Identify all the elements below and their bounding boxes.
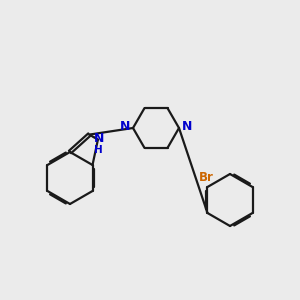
Text: N: N [94, 132, 104, 145]
Text: N: N [182, 121, 192, 134]
Text: H: H [94, 145, 102, 155]
Text: Br: Br [199, 171, 214, 184]
Text: N: N [120, 121, 130, 134]
